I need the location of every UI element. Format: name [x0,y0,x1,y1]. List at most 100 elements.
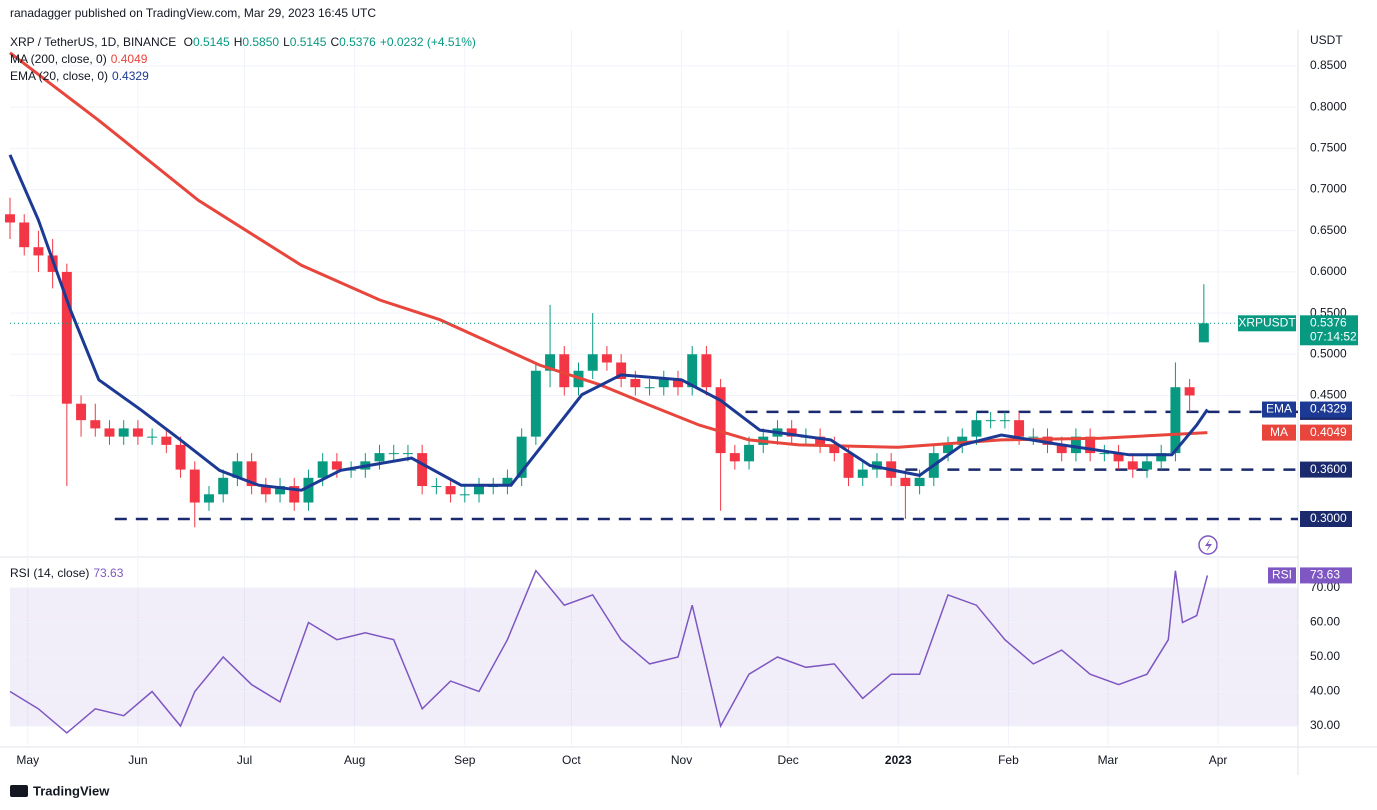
indicator-name-tag [1262,401,1296,418]
ma-legend: MA (200, close, 0) 0.4049 [10,52,151,66]
y-tick-label: 0.5000 [1310,346,1347,360]
price-tag [1300,315,1358,346]
candle-body [744,444,755,462]
candle-body [658,378,669,388]
rsi-name-tag [1268,567,1296,584]
candle-body [388,453,399,455]
indicator-name-label: MA [1270,425,1288,439]
candle-body [303,477,314,503]
ohlc-key: C [330,35,340,49]
candle-body [317,461,328,478]
y-tick-label: 0.7500 [1310,141,1347,155]
candle-body [132,428,143,437]
plot-layer: May Jun Jul Aug Sep Oct Nov Dec 2023 Feb Mar Apr 0.4… [5,30,1358,767]
rsi-tick-label: 50.00 [1310,649,1340,663]
candle-body [914,477,925,487]
alert-icon[interactable] [1198,535,1218,555]
candle-body [218,477,229,495]
candle-body [175,444,186,470]
level-tag [1300,511,1352,528]
rsi-tick-label: 30.00 [1310,718,1340,732]
candle-body [815,436,826,445]
rsi-tag [1300,567,1352,584]
candle-body [530,370,541,437]
candle-body [545,354,556,371]
ohlc-value: 0.5376 [339,35,376,49]
candle-body [5,214,15,223]
candle-body [289,486,300,503]
candle-body [431,486,442,488]
candle-body [516,436,527,478]
candle-body [843,453,854,478]
level-tag-label: 0.3600 [1310,462,1347,476]
x-tick-label: Dec [777,753,798,767]
level-tag-label: 0.3000 [1310,511,1347,525]
rsi-tick-label: 60.00 [1310,615,1340,629]
x-tick-label: Feb [998,753,1019,767]
indicator-line [9,51,1208,449]
rsi-name-label: RSI [1272,568,1292,582]
candle-body [275,486,286,495]
candle-body [1028,436,1039,438]
candle-body [1070,436,1081,454]
candle-body [616,362,627,379]
candle-body [1170,387,1181,454]
candle-body [374,453,385,462]
candle-body [971,420,982,437]
candle-body [474,486,484,495]
candle-body [90,420,101,429]
candle-body [715,387,726,454]
candle-body [601,354,612,363]
candle-body [900,477,911,487]
candle-body [189,469,200,503]
ohlc-key: H [233,35,243,49]
ohlc-value: 0.5145 [289,35,327,49]
candle-body [104,428,115,437]
candle-body [1042,436,1053,445]
candle-body [203,494,214,503]
candle-body [459,494,470,496]
rsi-tick-label: 40.00 [1310,684,1340,698]
ema-legend: EMA (20, close, 0) 0.4329 [10,69,153,83]
candle-body [1127,461,1138,470]
ohlc-value: 0.5850 [242,35,280,49]
candle-body [246,461,257,487]
x-tick-label: Apr [1209,753,1228,767]
candle-body [786,428,797,437]
candle-body [445,486,456,495]
currency: USDT [1310,33,1343,47]
candle-body [161,436,172,445]
candle-body [147,436,158,438]
indicator-legend: MA (200, close, 0) [10,52,107,66]
candle-body [1014,420,1025,437]
rsi-legend: RSI (14, close) 73.63 [10,566,127,580]
candle-body [559,354,570,388]
candle-body [1099,453,1110,455]
x-tick-label: Jul [237,753,252,767]
change: +0.0232 (+4.51%) [379,35,476,49]
indicator-line [8,154,1209,492]
y-tick-label: 0.8500 [1310,58,1347,72]
candle-body [701,354,712,388]
y-tick-label: 0.4500 [1310,388,1347,402]
candle-body [331,461,342,470]
ohlc-value: 0.5145 [192,35,230,49]
x-tick-label: Oct [562,753,581,767]
candle-body [232,461,243,478]
candle-body [1085,436,1096,454]
x-tick-label: Nov [671,753,692,767]
indicator-name-tag [1262,424,1296,441]
ohlc-key: O [183,35,193,49]
countdown-label: 07:14:52 [1310,329,1357,343]
candle-body [957,436,968,445]
candle-body [644,387,655,389]
rsi-line [9,569,1209,734]
indicator-value: 0.4329 [112,69,149,83]
rsi-tag-label: 73.63 [1310,568,1340,582]
brand: TradingView [33,783,110,798]
candle-body [260,486,271,495]
candle-body [729,453,740,462]
candle-body [33,247,44,256]
indicator-tag [1300,401,1352,418]
y-tick-label: 0.8000 [1310,99,1347,113]
